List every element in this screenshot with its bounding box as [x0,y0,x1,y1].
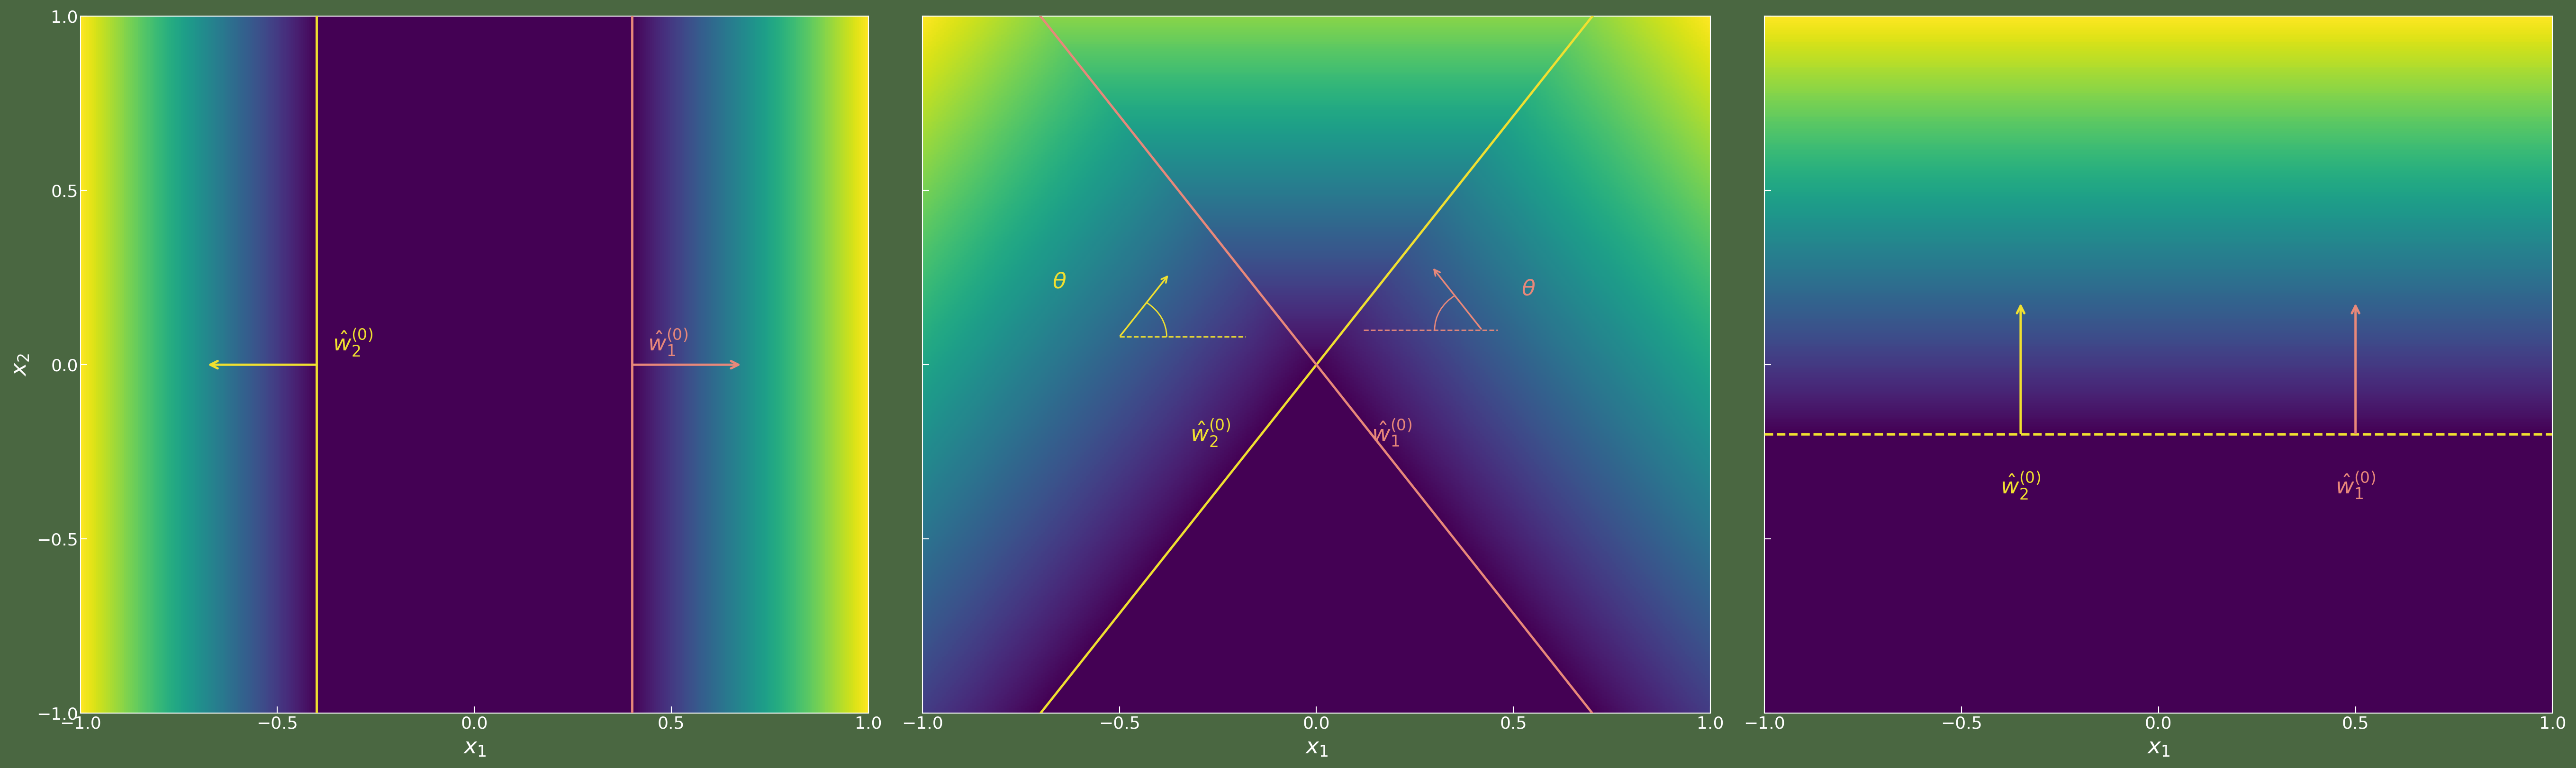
X-axis label: $x_1$: $x_1$ [1306,737,1329,758]
Text: $\hat{w}_1^{(0)}$: $\hat{w}_1^{(0)}$ [2336,470,2375,502]
Y-axis label: $x_2$: $x_2$ [10,353,31,376]
X-axis label: $x_1$: $x_1$ [2146,737,2169,758]
Text: $\hat{w}_2^{(0)}$: $\hat{w}_2^{(0)}$ [332,326,374,359]
Text: $\hat{w}_1^{(0)}$: $\hat{w}_1^{(0)}$ [647,327,688,359]
X-axis label: $x_1$: $x_1$ [464,737,487,758]
Text: $\theta$: $\theta$ [1522,279,1535,300]
Text: $\theta$: $\theta$ [1054,271,1066,293]
Text: $\hat{w}_2^{(0)}$: $\hat{w}_2^{(0)}$ [2002,469,2040,502]
Text: $\hat{w}_2^{(0)}$: $\hat{w}_2^{(0)}$ [1190,417,1231,449]
Text: $\hat{w}_1^{(0)}$: $\hat{w}_1^{(0)}$ [1370,418,1412,449]
